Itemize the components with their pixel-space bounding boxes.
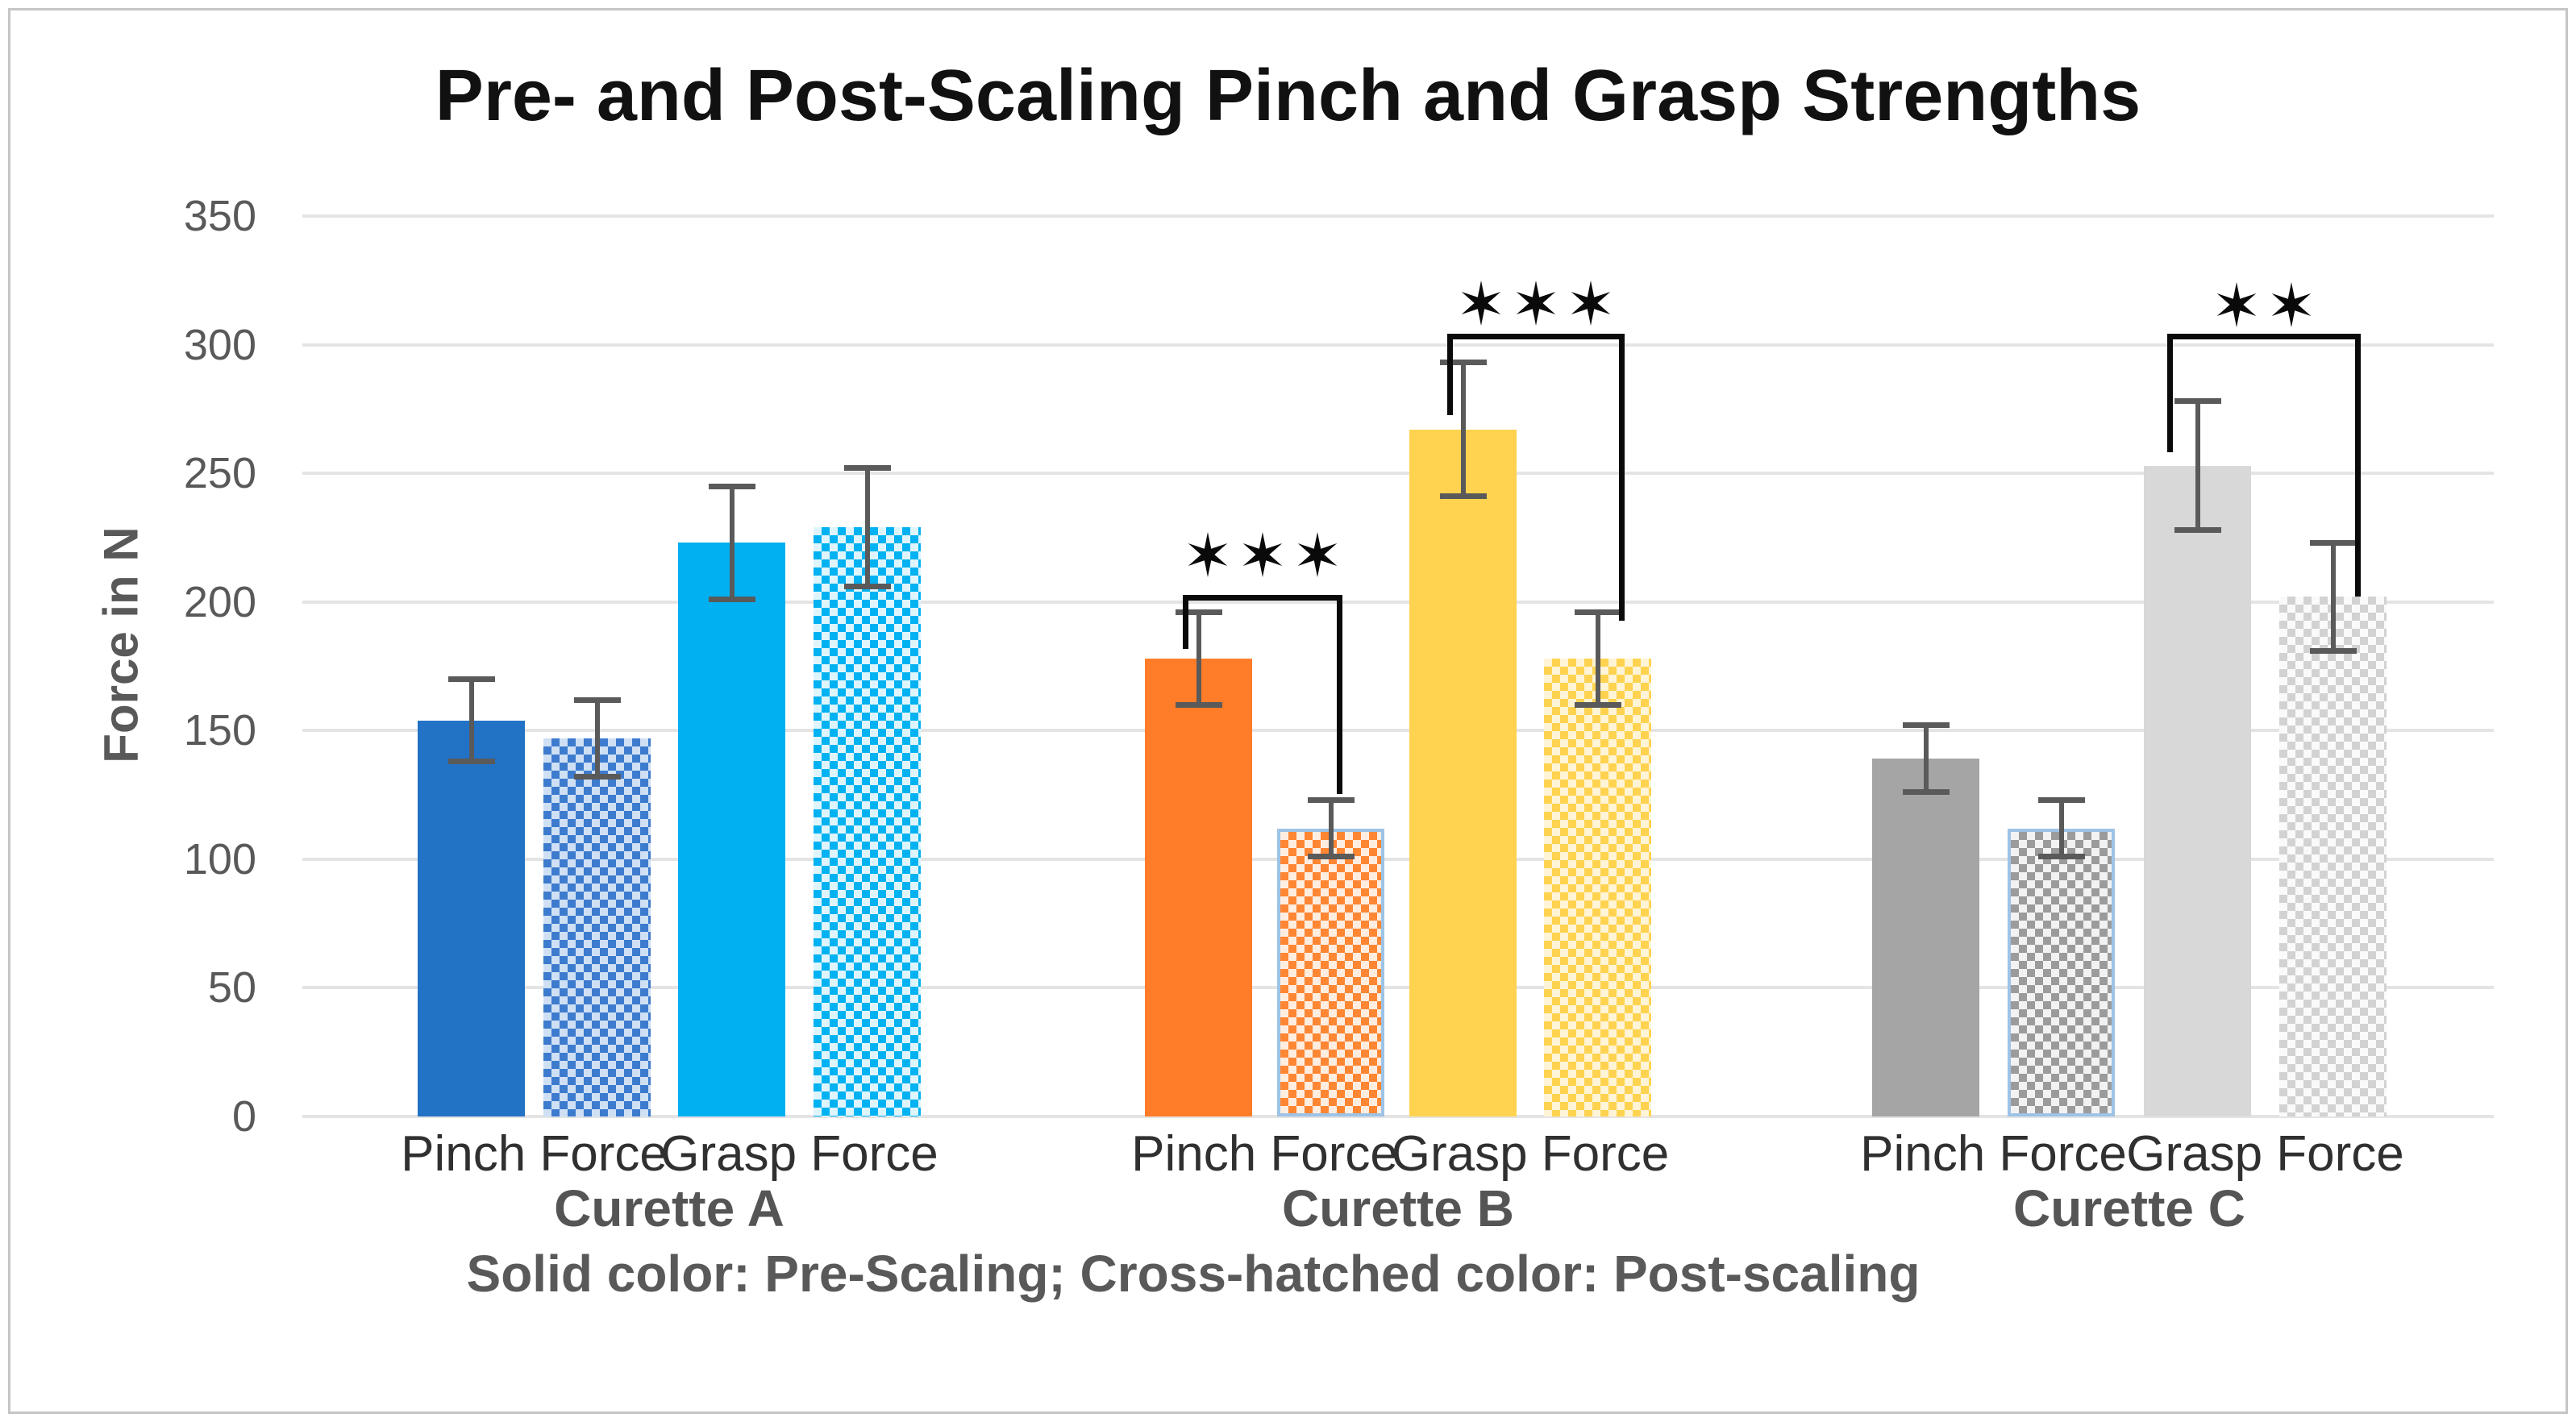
error-bar-line	[594, 700, 600, 777]
x-group-label: Curette B	[1281, 1179, 1515, 1237]
significance-bracket-left	[1447, 334, 1453, 415]
error-bar-cap	[1439, 360, 1487, 366]
error-bar-line	[1460, 362, 1466, 497]
error-bar-cap	[1175, 701, 1222, 708]
error-bar-cap	[843, 465, 891, 472]
significance-bracket	[1183, 595, 1342, 601]
x-category-label: Grasp Force	[1391, 1126, 1670, 1182]
significance-bracket-right	[2355, 334, 2361, 597]
error-bar-cap	[1175, 609, 1222, 615]
legend-caption: Solid color: Pre-Scaling; Cross-hatched …	[466, 1245, 1921, 1303]
bar-curette-b-grasp-pre	[1409, 429, 1517, 1116]
error-bar-line	[2058, 800, 2064, 857]
error-bar-line	[1328, 800, 1334, 857]
significance-bracket	[2167, 334, 2361, 339]
error-bar-line	[1595, 612, 1600, 705]
bar-curette-c-grasp-pre	[2144, 465, 2251, 1116]
asterisk-icon	[2271, 282, 2312, 327]
x-group-label: Curette A	[554, 1179, 784, 1237]
error-bar-cap	[2309, 539, 2357, 546]
bar-curette-c-grasp-post	[2279, 597, 2387, 1116]
x-category-label: Grasp Force	[660, 1126, 938, 1182]
gridline	[302, 729, 2494, 733]
y-tick-label: 300	[183, 320, 256, 369]
gridline	[302, 600, 2494, 604]
y-tick-label: 150	[183, 706, 256, 755]
error-bar-cap	[2174, 526, 2221, 533]
error-bar-line	[468, 679, 474, 762]
error-bar-cap	[573, 774, 621, 780]
significance-stars	[1185, 532, 1340, 577]
bar-curette-b-grasp-post	[1544, 658, 1651, 1116]
y-tick-label: 100	[183, 834, 256, 884]
y-tick-label: 50	[207, 963, 256, 1012]
error-bar-cap	[2309, 647, 2357, 654]
x-group-label: Curette C	[2012, 1179, 2246, 1237]
significance-bracket-right	[1619, 334, 1625, 621]
asterisk-icon	[1571, 281, 1611, 326]
asterisk-icon	[2216, 282, 2257, 327]
significance-bracket-left	[1183, 595, 1188, 649]
bar-curette-b-pinch-post	[1277, 828, 1384, 1116]
x-category-label: Pinch Force	[1131, 1126, 1398, 1182]
gridline	[302, 214, 2494, 218]
bar-curette-b-pinch-pre	[1145, 658, 1252, 1116]
error-bar-cap	[447, 759, 495, 765]
error-bar-cap	[843, 584, 891, 590]
error-bar-cap	[1307, 796, 1355, 803]
x-category-label: Grasp Force	[2126, 1126, 2404, 1182]
error-bar-cap	[1902, 722, 1950, 729]
bar-curette-c-pinch-post	[2008, 828, 2115, 1116]
asterisk-icon	[1242, 532, 1283, 577]
y-tick-label: 350	[183, 192, 256, 240]
error-bar-cap	[708, 483, 755, 489]
error-bar-cap	[1307, 854, 1355, 860]
y-tick-label: 0	[231, 1092, 256, 1141]
gridline	[302, 857, 2494, 861]
y-tick-label: 200	[183, 577, 256, 626]
gridline	[302, 1115, 2494, 1118]
error-bar-cap	[1439, 493, 1487, 500]
asterisk-icon	[1188, 532, 1228, 577]
asterisk-icon	[1516, 281, 1556, 326]
y-tick-label: 250	[183, 449, 256, 498]
plot-area	[302, 214, 2494, 1118]
significance-stars	[2214, 282, 2314, 327]
significance-bracket	[1447, 334, 1625, 339]
error-bar-cap	[2174, 398, 2221, 405]
gridline	[302, 343, 2494, 347]
figure-border	[8, 8, 2568, 1414]
error-bar-line	[729, 486, 735, 600]
bar-curette-c-pinch-pre	[1872, 759, 1979, 1116]
significance-bracket-left	[2167, 334, 2173, 452]
error-bar-cap	[708, 597, 755, 603]
bar-curette-a-pinch-pre	[418, 720, 525, 1116]
error-bar-line	[2330, 543, 2336, 651]
x-category-label: Pinch Force	[401, 1126, 668, 1182]
significance-stars	[1459, 281, 1613, 326]
gridline	[302, 986, 2494, 990]
bar-curette-a-grasp-pre	[678, 543, 785, 1116]
bar-curette-a-grasp-post	[814, 527, 921, 1116]
error-bar-cap	[1902, 789, 1950, 796]
asterisk-icon	[1297, 532, 1338, 577]
bar-curette-a-pinch-post	[543, 738, 651, 1116]
error-bar-cap	[2037, 796, 2085, 803]
error-bar-line	[1923, 725, 1929, 792]
asterisk-icon	[1461, 281, 1501, 326]
error-bar-cap	[447, 676, 495, 682]
x-category-label: Pinch Force	[1860, 1126, 2127, 1182]
error-bar-cap	[2037, 854, 2085, 860]
significance-bracket-right	[1337, 595, 1342, 794]
gridline	[302, 472, 2494, 476]
chart-title: Pre- and Post-Scaling Pinch and Grasp St…	[435, 56, 2141, 136]
error-bar-line	[864, 468, 870, 587]
error-bar-cap	[573, 696, 621, 703]
error-bar-line	[1196, 612, 1201, 705]
error-bar-cap	[1574, 609, 1621, 615]
error-bar-line	[2195, 401, 2200, 530]
error-bar-cap	[1574, 701, 1621, 708]
